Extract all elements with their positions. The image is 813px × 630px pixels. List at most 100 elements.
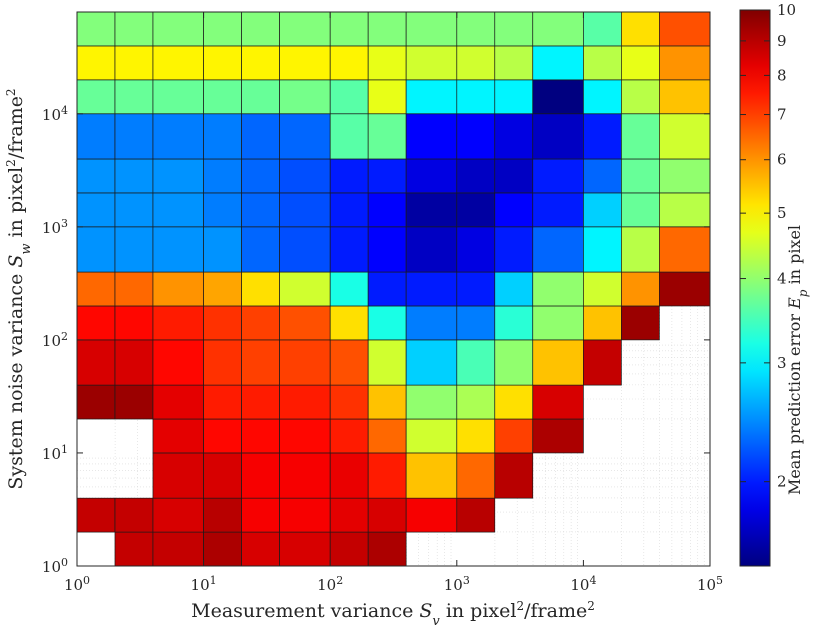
heatmap-cell <box>329 418 369 454</box>
heatmap-cell <box>152 192 204 228</box>
heatmap-cell <box>329 384 369 420</box>
y-tick-label: 104 <box>42 103 68 124</box>
heatmap-cell <box>241 113 280 160</box>
heatmap-cell <box>405 158 458 194</box>
heatmap-cell <box>532 12 584 47</box>
colorbar-tick-label: 2 <box>777 473 787 491</box>
heatmap-cell <box>583 339 622 386</box>
heatmap-cell <box>456 113 496 160</box>
y-tick-label: 103 <box>42 216 68 237</box>
heatmap-cell <box>532 384 584 420</box>
heatmap-cell <box>329 79 369 115</box>
heatmap-cell <box>532 45 584 81</box>
heatmap-cell <box>405 192 458 228</box>
heatmap-cell <box>367 497 407 533</box>
heatmap-cell <box>203 531 242 566</box>
heatmap-cell <box>329 271 369 307</box>
heatmap-cell <box>494 12 534 47</box>
heatmap-cell <box>329 12 369 47</box>
heatmap-cell <box>279 531 331 566</box>
heatmap-cell <box>152 158 204 194</box>
heatmap-cell <box>279 271 331 307</box>
heatmap-cell <box>329 113 369 160</box>
heatmap-cell <box>367 45 407 81</box>
heatmap-cell <box>621 79 660 115</box>
heatmap-cell <box>203 113 242 160</box>
heatmap-cell <box>532 418 584 454</box>
heatmap-cell <box>456 305 496 341</box>
heatmap-cell <box>77 384 116 420</box>
heatmap-cell <box>659 45 710 81</box>
colorbar-tick-label: 3 <box>777 354 787 372</box>
heatmap-cell <box>405 271 458 307</box>
heatmap-cell <box>621 158 660 194</box>
heatmap-cell <box>203 305 242 341</box>
heatmap-cell <box>152 384 204 420</box>
heatmap-cell <box>203 226 242 273</box>
colorbar-label: Mean prediction error Ep in pixel <box>785 225 810 495</box>
heatmap-cell <box>203 45 242 81</box>
heatmap-cell <box>77 271 116 307</box>
heatmap-cell <box>405 452 458 499</box>
heatmap-cell <box>152 418 204 454</box>
heatmap-cell <box>456 226 496 273</box>
heatmap-cell <box>621 226 660 273</box>
heatmap-cell <box>532 158 584 194</box>
heatmap-cell <box>329 226 369 273</box>
heatmap-cell <box>114 192 154 228</box>
heatmap-cell <box>114 531 154 566</box>
heatmap-cell <box>367 226 407 273</box>
heatmap-cell <box>203 452 242 499</box>
y-tick-label: 102 <box>42 329 68 350</box>
colorbar-tick-label: 7 <box>777 106 787 124</box>
heatmap-cell <box>456 452 496 499</box>
heatmap-cell <box>279 452 331 499</box>
heatmap-cell <box>583 113 622 160</box>
heatmap-cell <box>583 12 622 47</box>
heatmap-cell <box>583 305 622 341</box>
heatmap-cell <box>405 12 458 47</box>
heatmap-cell <box>114 339 154 386</box>
heatmap-cell <box>367 339 407 386</box>
heatmap-cell <box>494 158 534 194</box>
heatmap-cell <box>405 305 458 341</box>
heatmap-cell <box>241 45 280 81</box>
heatmap-cell <box>532 113 584 160</box>
x-tick-label: 104 <box>570 574 596 595</box>
heatmap-cell <box>77 79 116 115</box>
heatmap-cell <box>152 531 204 566</box>
heatmap-cell <box>405 418 458 454</box>
heatmap-cell <box>659 12 710 47</box>
heatmap-cell <box>532 192 584 228</box>
heatmap-cell <box>456 497 496 533</box>
heatmap-cell <box>659 271 710 307</box>
heatmap-cell <box>583 192 622 228</box>
heatmap-cell <box>405 497 458 533</box>
heatmap-cell <box>77 192 116 228</box>
x-tick-label: 105 <box>697 574 723 595</box>
heatmap-cell <box>494 452 534 499</box>
heatmap-cell <box>405 113 458 160</box>
heatmap-cell <box>329 452 369 499</box>
heatmap-cell <box>203 384 242 420</box>
heatmap-cell <box>405 45 458 81</box>
heatmap-cell <box>152 271 204 307</box>
heatmap-cell <box>621 305 660 341</box>
heatmap-cell <box>494 305 534 341</box>
heatmap-cell <box>494 79 534 115</box>
heatmap-cell <box>241 418 280 454</box>
heatmap-cell <box>494 271 534 307</box>
heatmap-cell <box>367 452 407 499</box>
heatmap-cell <box>152 45 204 81</box>
colorbar-tick-label: 5 <box>777 204 787 222</box>
x-axis-label: Measurement variance Sv in pixel2/frame2 <box>191 599 595 629</box>
heatmap-cell <box>456 339 496 386</box>
heatmap-cell <box>494 113 534 160</box>
heatmap-cell <box>583 271 622 307</box>
heatmap-cell <box>532 305 584 341</box>
heatmap-cell <box>203 271 242 307</box>
heatmap-cell <box>279 45 331 81</box>
x-tick-labels: 100 101 102 103 104 105 <box>64 574 723 595</box>
heatmap-cell <box>405 226 458 273</box>
heatmap-cell <box>456 79 496 115</box>
